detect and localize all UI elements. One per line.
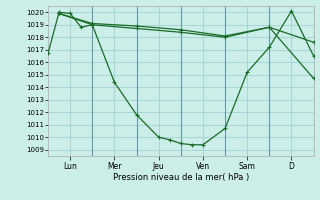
X-axis label: Pression niveau de la mer( hPa ): Pression niveau de la mer( hPa ) — [113, 173, 249, 182]
